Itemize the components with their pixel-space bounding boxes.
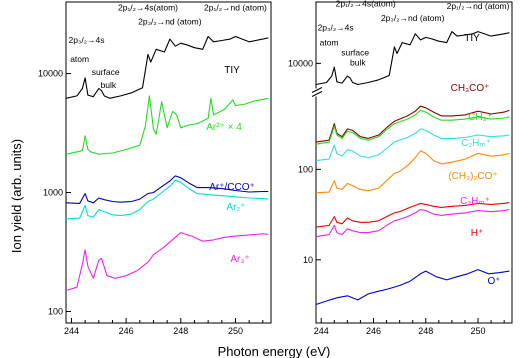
series-line xyxy=(315,109,510,145)
annotation-label: 2p₃/₂→nd (atom) xyxy=(138,16,202,26)
series-line xyxy=(315,269,510,306)
series-line xyxy=(315,201,510,228)
axis-break-mark xyxy=(311,87,323,93)
annotation-label: bulk xyxy=(101,80,117,90)
annotation-label: 2p₁/₂→nd (atom) xyxy=(447,1,510,11)
y-tick-label: 1000 xyxy=(43,188,63,198)
plot-frame xyxy=(65,1,272,324)
x-tick-label: 250 xyxy=(471,326,486,336)
right-panel: 244 246 248 250 10 100 10000 TIY CH₃CO⁺ CH₃⁺ C₂Hₘ⁺… xyxy=(288,0,513,336)
series-line xyxy=(315,208,510,238)
series-label: TIY xyxy=(224,65,240,76)
plot-frame xyxy=(315,1,513,324)
annotation-label: 2p₃/₂→4s xyxy=(318,23,354,33)
y-tick-label: 10000 xyxy=(38,69,63,79)
series-line xyxy=(315,128,510,162)
series-line xyxy=(65,175,269,204)
series-label: (CH₃)₂CO⁺ xyxy=(448,171,497,182)
y-tick-label: 100 xyxy=(48,306,63,316)
series-label: C₂Hₘ⁺ xyxy=(461,138,491,149)
annotation-label: 2p₁/₂→nd (atom) xyxy=(204,2,267,12)
series-line xyxy=(315,105,510,143)
annotation-label: 2p₁/₂→4s(atom) xyxy=(336,0,396,9)
left-panel: 244 246 248 250 100 1000 10000 TIY Ar²⁺ × 4 Ar⁺/C… xyxy=(38,1,272,336)
x-tick-label: 248 xyxy=(418,326,433,336)
series-label: Ar⁺/CCO⁺ xyxy=(209,182,255,193)
x-tick-label: 244 xyxy=(64,326,79,336)
annotation-label: surface xyxy=(92,67,120,77)
y-axis-label: Ion yield (arb. units) xyxy=(9,139,24,253)
annotation-label: surface xyxy=(341,47,369,57)
series-label: O⁺ xyxy=(487,276,500,287)
series-line xyxy=(65,95,269,155)
annotation-label: atom xyxy=(70,54,89,64)
y-tick-label: 10 xyxy=(303,255,313,265)
annotation-label: 2p₁/₂→4s(atom) xyxy=(118,2,178,12)
x-tick-label: 250 xyxy=(228,326,243,336)
x-tick-label: 244 xyxy=(314,326,329,336)
series-label: CH₃⁺ xyxy=(468,112,492,123)
annotation-label: atom xyxy=(320,37,339,47)
x-axis-label: Photon energy (eV) xyxy=(218,344,331,358)
x-tick-label: 246 xyxy=(366,326,381,336)
series-label: C₂Hₘ⁺ xyxy=(460,196,490,207)
annotation-label: bulk xyxy=(350,58,366,68)
series-label: Ar₂⁺ xyxy=(226,202,245,213)
x-tick-label: 248 xyxy=(173,326,188,336)
series-line xyxy=(65,179,269,220)
axis-break-gap xyxy=(312,88,322,97)
series-label: H⁺ xyxy=(471,228,484,239)
y-tick-label: 10000 xyxy=(288,58,313,68)
annotation-label: 2p₃/₂→nd (atom) xyxy=(381,13,445,23)
series-label: TIY xyxy=(464,33,480,44)
series-line xyxy=(65,232,269,292)
series-label: CH₃CO⁺ xyxy=(451,83,490,94)
y-tick-label: 100 xyxy=(298,164,313,174)
series-label: Ar₃⁺ xyxy=(230,254,249,265)
series-label: Ar²⁺ × 4 xyxy=(206,122,242,133)
series-line xyxy=(315,150,510,194)
series-line xyxy=(315,31,510,86)
annotation-label: 2p₃/₂→4s xyxy=(68,35,104,45)
x-tick-label: 246 xyxy=(119,326,134,336)
axis-break-mark xyxy=(311,91,323,97)
series-line xyxy=(65,35,269,99)
